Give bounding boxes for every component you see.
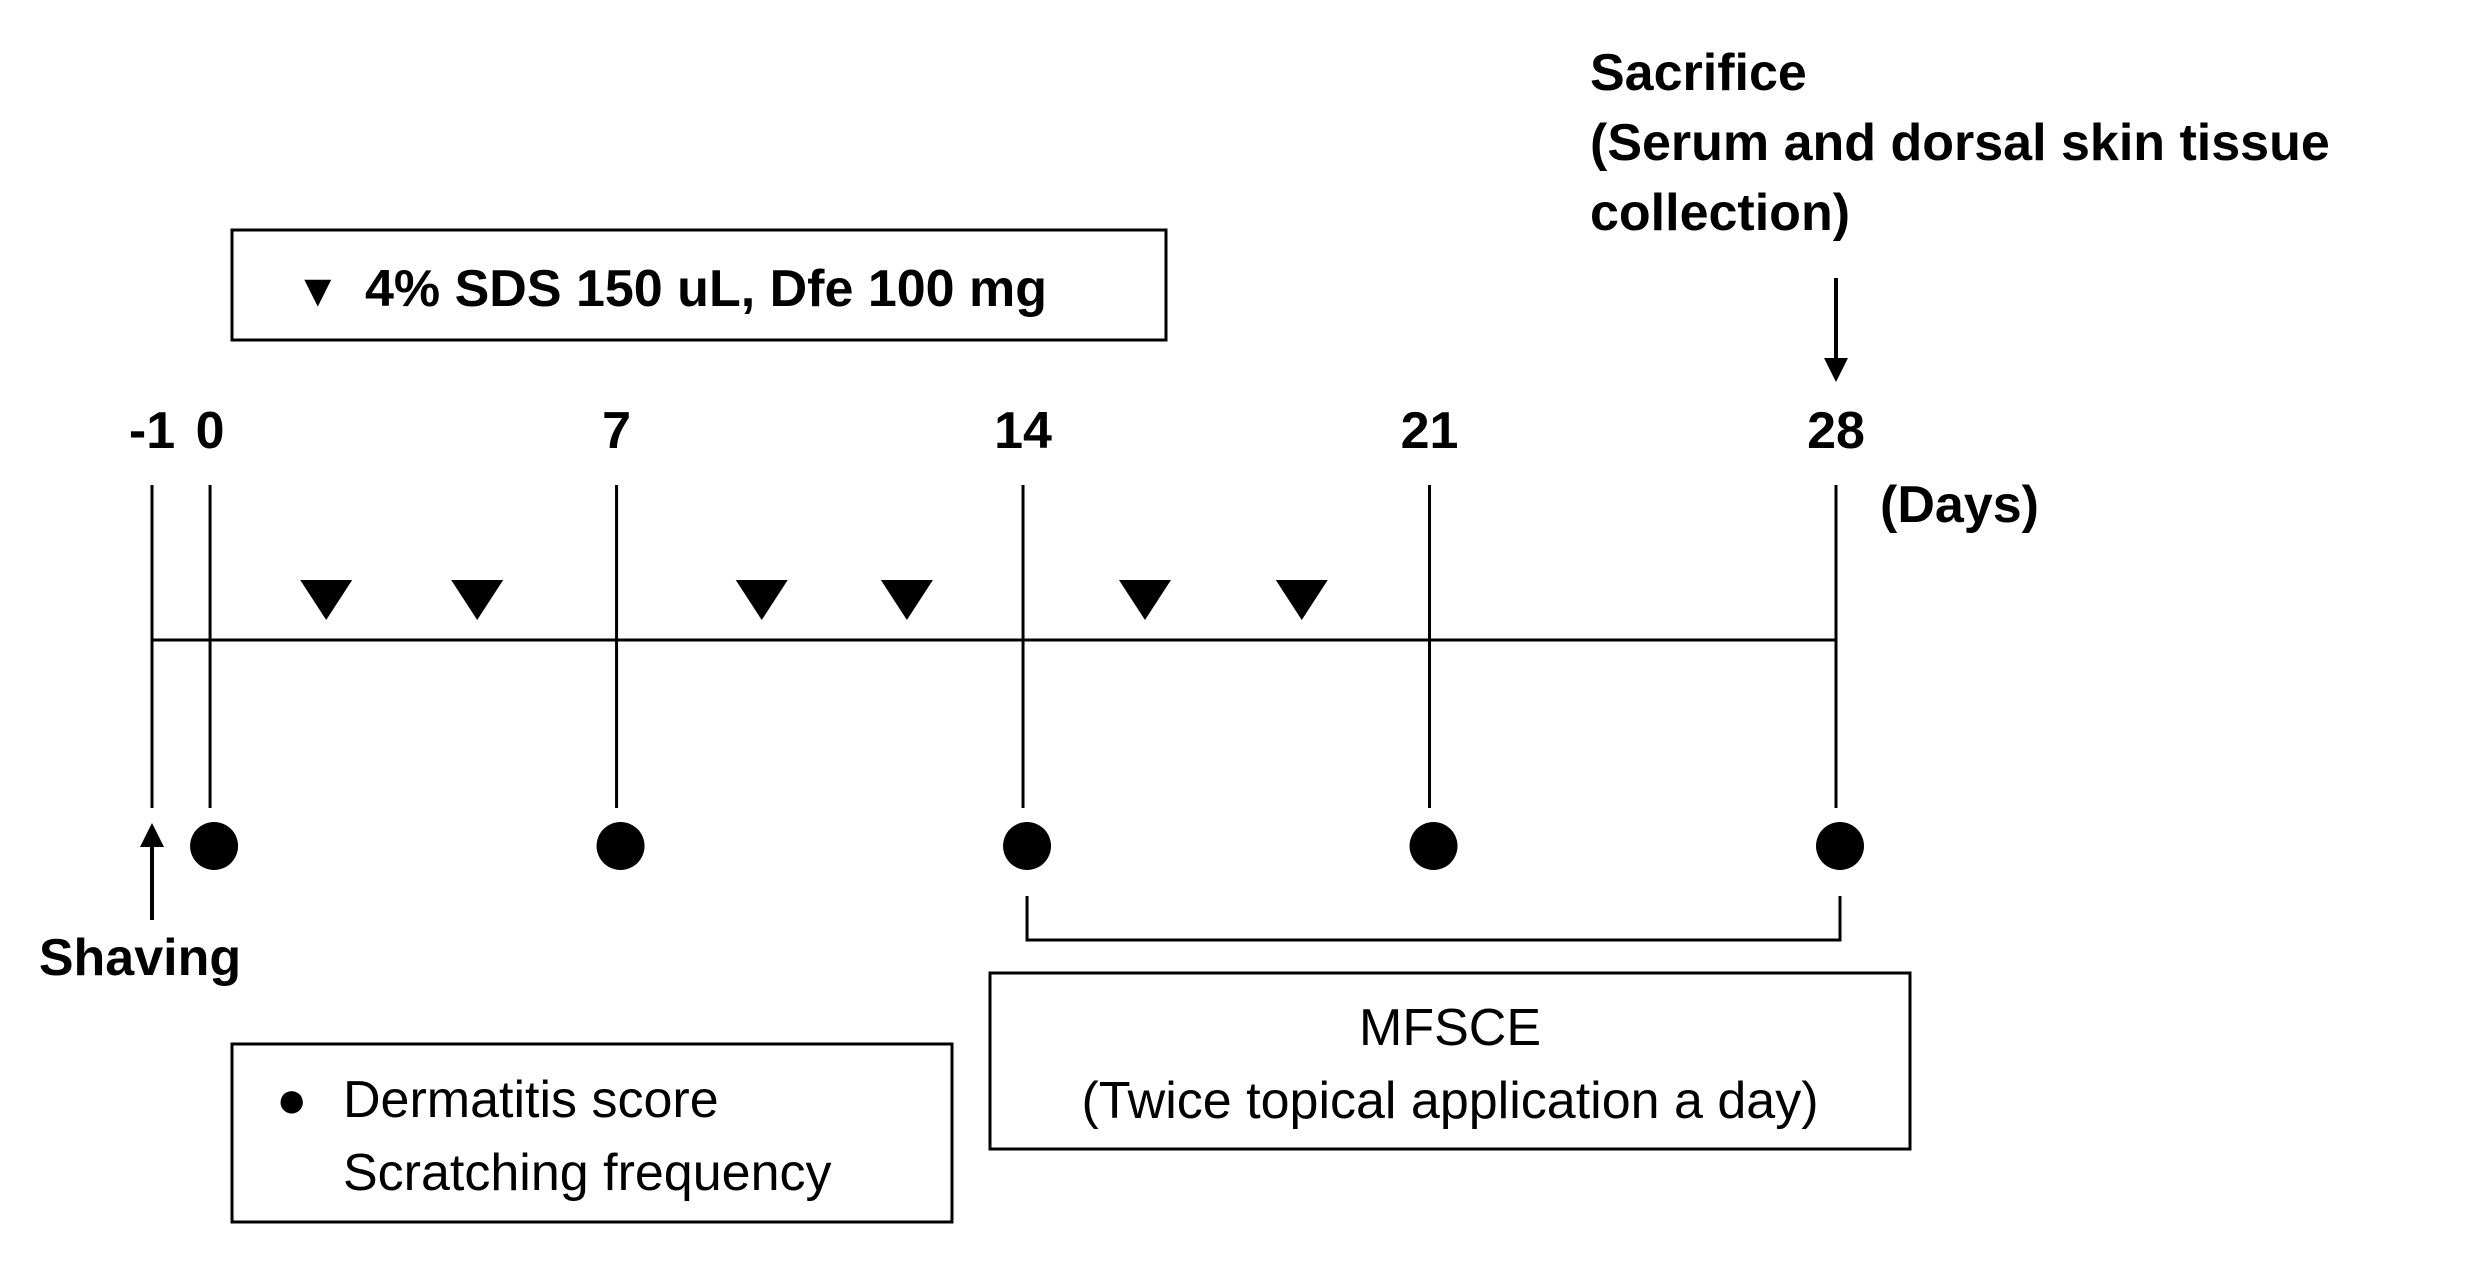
tick-label-day-0: 0	[196, 402, 225, 460]
mfsce-box	[988, 971, 1912, 1151]
sacrifice-line-3: collection)	[1590, 184, 1850, 242]
measurement-legend-line-1: Dermatitis score	[343, 1071, 719, 1129]
treatment-triangle-1	[300, 580, 353, 620]
measurement-legend-box	[230, 1042, 954, 1224]
treatment-triangle-2	[451, 580, 504, 620]
dot-icon: ●	[276, 1071, 307, 1129]
mfsce-line-1: MFSCE	[1359, 999, 1541, 1057]
measurement-legend: ● Dermatitis score Scratching frequency	[230, 1042, 954, 1224]
tick-label-day-21: 21	[1401, 402, 1459, 460]
shaving-label: Shaving	[39, 929, 241, 987]
sacrifice-line-1: Sacrifice	[1590, 44, 1807, 102]
sacrifice-annotation: Sacrifice (Serum and dorsal skin tissue …	[1590, 44, 2330, 382]
treatment-legend: ▼ 4% SDS 150 uL, Dfe 100 mg	[230, 228, 1168, 342]
mfsce-line-2: (Twice topical application a day)	[1081, 1072, 1818, 1130]
mfsce-bracket	[1025, 896, 1842, 942]
treatment-triangle-5	[1118, 580, 1171, 620]
measurement-dot-day-7	[596, 822, 645, 870]
tick-label-day-14: 14	[994, 402, 1052, 460]
treatment-triangle-3	[735, 580, 788, 620]
tick-label-day-7: 7	[602, 402, 631, 460]
tick-label-day-28: 28	[1807, 402, 1865, 460]
measurement-dot-day-14	[1003, 822, 1052, 870]
measurement-dot-day-21	[1409, 822, 1458, 870]
treatment-triangle-6	[1275, 580, 1328, 620]
measurement-legend-line-2: Scratching frequency	[343, 1144, 832, 1202]
treatment-markers	[300, 580, 1328, 620]
measurement-dot-day-0	[190, 822, 239, 870]
tick-label-day--1: -1	[129, 402, 175, 460]
days-unit-label: (Days)	[1880, 476, 2039, 534]
mfsce-annotation: MFSCE (Twice topical application a day)	[988, 896, 1912, 1151]
treatment-legend-box	[230, 228, 1168, 342]
triangle-icon: ▼	[295, 264, 341, 316]
timeline-ticks: -1 0 7 14 21 28	[129, 402, 1865, 870]
treatment-triangle-4	[880, 580, 933, 620]
sacrifice-line-2: (Serum and dorsal skin tissue	[1590, 114, 2330, 172]
measurement-dot-day-28	[1816, 822, 1864, 870]
shaving-annotation: Shaving	[39, 823, 241, 987]
treatment-legend-text: 4% SDS 150 uL, Dfe 100 mg	[365, 260, 1047, 318]
